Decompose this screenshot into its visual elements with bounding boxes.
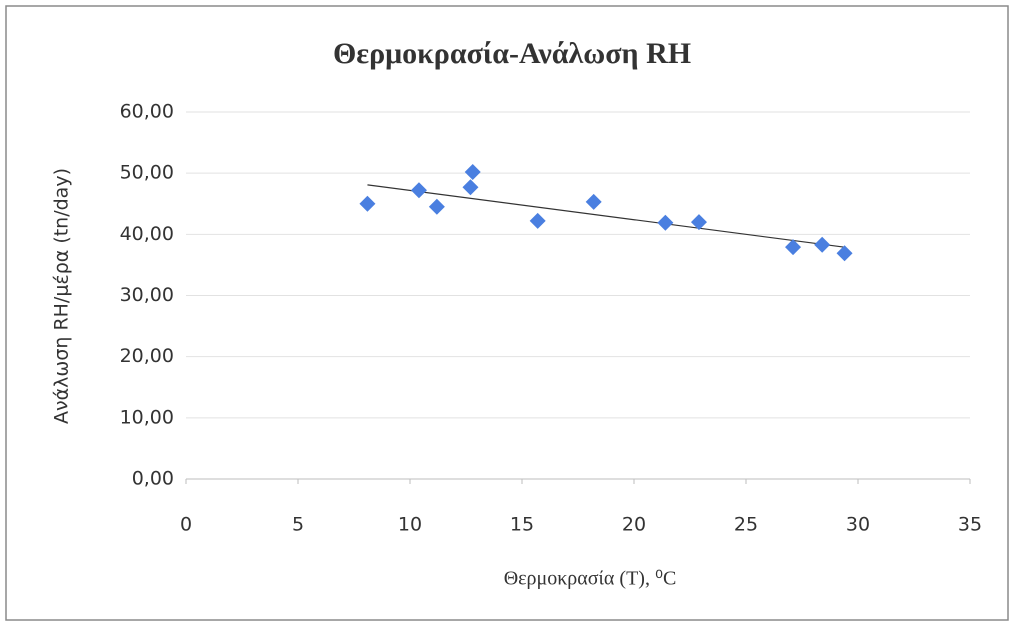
x-tick-label: 30: [846, 514, 870, 536]
marker: [462, 179, 479, 196]
marker: [836, 245, 853, 262]
marker: [585, 193, 602, 210]
y-tick-label: 30,00: [120, 284, 174, 306]
marker: [410, 182, 427, 199]
x-tick-label: 5: [292, 514, 304, 536]
y-axis-label: Ανάλωση RH/μέρα (tn/day): [51, 168, 73, 424]
x-tick-label: 35: [958, 514, 982, 536]
x-axis-label: Θερμοκρασία (T), ⁰C: [504, 568, 677, 590]
marker: [657, 214, 674, 231]
marker: [464, 163, 481, 180]
x-tick-label: 0: [180, 514, 192, 536]
y-tick-label: 40,00: [120, 223, 174, 245]
chart-title: Θερμοκρασία-Ανάλωση RH: [333, 37, 691, 70]
x-tick-label: 25: [734, 514, 758, 536]
x-tick-label: 20: [622, 514, 646, 536]
y-tick-label: 10,00: [120, 406, 174, 428]
marker: [428, 198, 445, 215]
y-tick-label: 60,00: [120, 101, 174, 123]
y-tick-label: 0,00: [132, 468, 174, 490]
marker: [814, 236, 831, 253]
marker: [359, 195, 376, 212]
marker: [785, 239, 802, 256]
x-tick-label: 15: [510, 514, 534, 536]
marker: [529, 212, 546, 229]
x-tick-label: 10: [398, 514, 422, 536]
marker: [690, 214, 707, 231]
y-tick-label: 50,00: [120, 162, 174, 184]
chart-border: [5, 5, 1009, 621]
trendline: [367, 184, 845, 248]
y-tick-label: 20,00: [120, 345, 174, 367]
